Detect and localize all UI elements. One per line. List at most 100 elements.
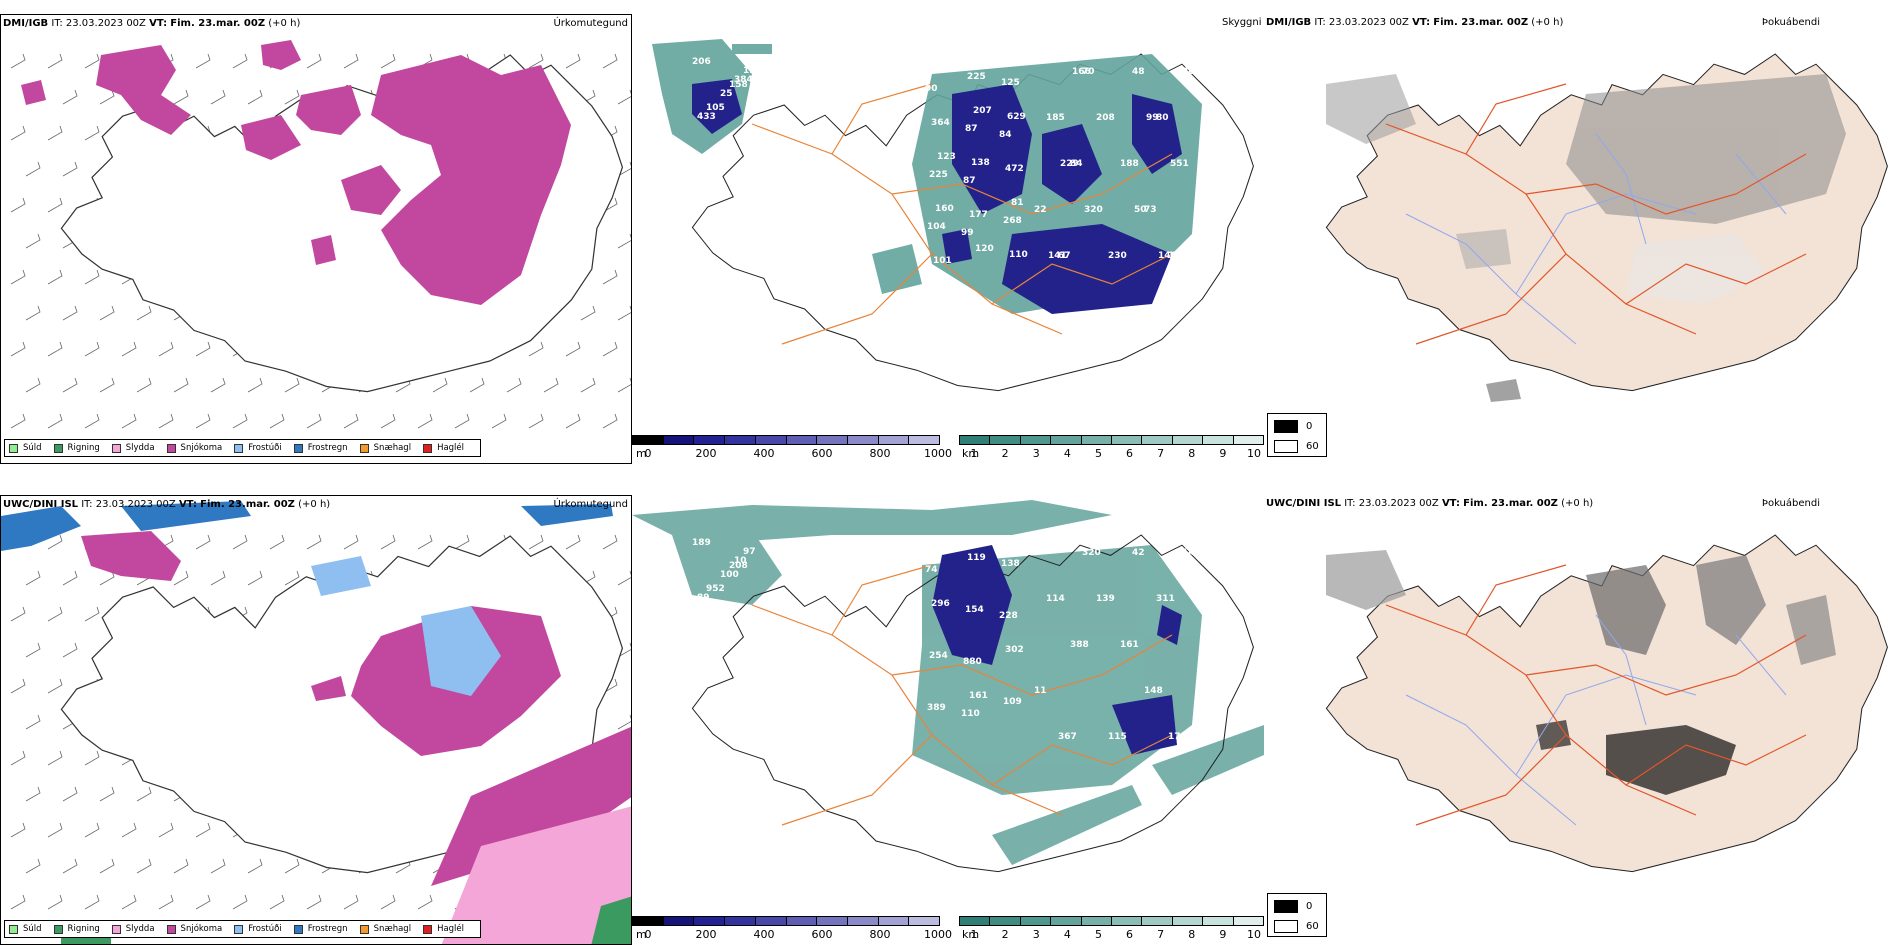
wind-barb [284, 858, 300, 874]
precip-type-legend: Súld Rigning Slydda Snjókoma Frostúði Frostre… [4, 439, 482, 457]
colorbar-segment [1020, 917, 1052, 925]
legend-label: Haglél [437, 443, 465, 453]
wind-barb [136, 858, 152, 874]
colorbar-segment [1233, 917, 1264, 925]
legend-swatch [166, 443, 176, 453]
legend-item: Súld [9, 924, 42, 934]
colorbar-segment [1051, 436, 1082, 444]
cloud-base-value: 125 [1001, 78, 1020, 88]
cloud-base-value: 146 [1158, 251, 1177, 261]
wind-barb [617, 89, 631, 105]
legend-swatch [111, 924, 121, 934]
wind-barb [210, 858, 226, 874]
colorbar-segment [817, 436, 848, 444]
cloud-base-value: 104 [927, 222, 946, 232]
cloud-base-value: 952 [706, 584, 725, 594]
colorbar-unit: km [962, 447, 980, 460]
cloud-base-value: 110 [1009, 250, 1028, 260]
legend-swatch [111, 443, 121, 453]
colorbar-segment [694, 436, 726, 444]
river-network [1405, 614, 1787, 826]
wind-barb [136, 786, 152, 802]
fog-legend-label-0: 0 [1306, 421, 1313, 432]
wind-barb [84, 822, 100, 838]
cloud-base-value: 154 [965, 605, 984, 615]
wind-barb [528, 53, 544, 69]
wind-barb [195, 822, 211, 838]
wind-barb [454, 534, 470, 550]
cloud-base-value: 22 [1034, 205, 1047, 215]
colorbar-unit: m [636, 447, 647, 460]
wind-barb [25, 714, 41, 730]
cloud-base-value: 161 [1120, 640, 1139, 650]
cloud-base-value: 320 [1084, 205, 1103, 215]
wind-barb [417, 534, 433, 550]
fog-legend-label-1: 60 [1306, 921, 1319, 932]
wind-barb [62, 858, 78, 874]
colorbar-segment [786, 917, 818, 925]
wind-barb [343, 53, 359, 69]
wind-barb [602, 53, 618, 69]
wind-barb [306, 894, 322, 910]
wind-barb [380, 894, 396, 910]
wind-barb [47, 197, 63, 213]
cloud-base-value: 629 [1007, 112, 1026, 122]
precip-map-row1 [10, 40, 631, 429]
cloud-base-labels: 189 208 952 97 100 89 10 110 172 74 320 228 311 880 38… [692, 538, 1201, 742]
wind-barb [602, 197, 618, 213]
legend-label: Slydda [125, 924, 155, 934]
colorbar-segment [847, 917, 879, 925]
colorbar-tick: 4 [1063, 928, 1071, 941]
fog-legend-swatch-1 [1274, 440, 1298, 453]
wind-barb [491, 413, 507, 429]
wind-barb [210, 377, 226, 393]
precip-type-legend: Súld Rigning Slydda Snjókoma Frostúði Frostre… [4, 920, 482, 938]
legend-label: Frostregn [307, 443, 348, 453]
colorbar-tick: 9 [1219, 447, 1227, 460]
wind-barb [380, 413, 396, 429]
snowfall-areas [21, 40, 571, 305]
cloud-base-value: 89 [697, 593, 710, 603]
cloud-base-value: 141 [1048, 251, 1067, 261]
cloud-base-value: 138 [1001, 559, 1020, 569]
cloud-base-value: 115 [1108, 732, 1127, 742]
colorbar-segment [694, 917, 726, 925]
cloud-base-colorbar [632, 916, 940, 926]
wind-barb [247, 89, 263, 105]
colorbar-tick: 0 [644, 928, 652, 941]
wind-barb [84, 413, 100, 429]
colorbar-segment [1203, 917, 1234, 925]
legend-label: Haglél [437, 924, 465, 934]
panel-title: DMI/IGB IT: 23.03.2023 00Z VT: Fim. 23.m… [3, 18, 301, 29]
precip-map-row2 [1, 501, 631, 944]
legend-swatch [53, 443, 63, 453]
legend-label: Frostúði [248, 443, 282, 453]
fog-shading [1326, 550, 1836, 795]
cloud-base-value: 188 [1120, 159, 1139, 169]
wind-barb [173, 858, 189, 874]
fog-map-row1 [1325, 53, 1888, 402]
wind-barb [62, 305, 78, 321]
colorbar-tick: 8 [1188, 928, 1196, 941]
colorbar-segment [1142, 917, 1173, 925]
wind-barb [343, 534, 359, 550]
wind-barb [306, 53, 322, 69]
wind-barb [10, 894, 26, 910]
colorbar-tick: 200 [695, 447, 717, 460]
cloud-base-value: 11 [1034, 686, 1047, 696]
colorbar-tick: 5 [1094, 928, 1102, 941]
wind-barb [528, 534, 544, 550]
wind-barb [617, 570, 631, 586]
cloud-base-value: 10 [734, 556, 747, 566]
colorbar-segment [633, 436, 664, 444]
cloud-base-value: 87 [963, 176, 976, 186]
wind-barb [565, 341, 581, 357]
legend-label: Slydda [125, 443, 155, 453]
wind-barb [99, 89, 115, 105]
wind-barb [25, 642, 41, 658]
wind-barb [232, 894, 248, 910]
wind-barb [84, 894, 100, 910]
colorbar-segment [960, 917, 991, 925]
cloud-base-value: 302 [1005, 645, 1024, 655]
wind-barb [269, 413, 285, 429]
